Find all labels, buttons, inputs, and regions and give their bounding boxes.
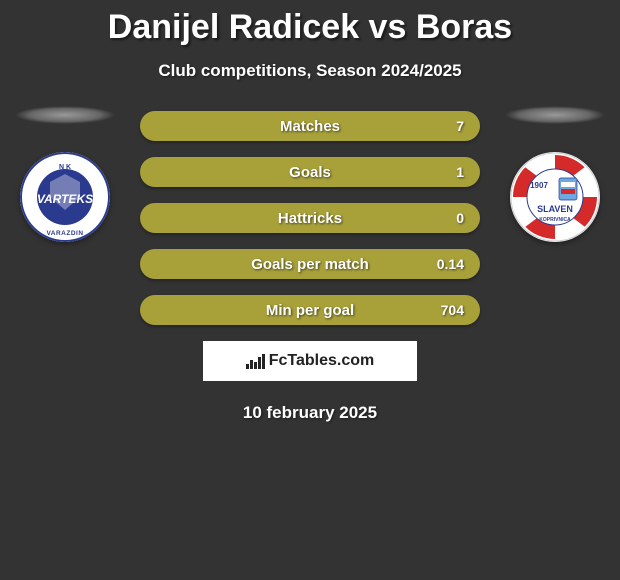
- stat-row: Hattricks 0: [140, 203, 480, 233]
- stat-row: Goals per match 0.14: [140, 249, 480, 279]
- stat-label: Min per goal: [266, 302, 354, 319]
- svg-text:VARTEKS: VARTEKS: [37, 192, 93, 206]
- stat-row: Min per goal 704: [140, 295, 480, 325]
- right-team-area: 1907 SLAVEN KOPRIVNICA: [500, 106, 610, 242]
- stats-list: Matches 7 Goals 1 Hattricks 0 Goals per …: [140, 111, 480, 325]
- left-team-area: N K VARTEKS VARAZDIN: [10, 106, 120, 242]
- date-label: 10 february 2025: [0, 403, 620, 423]
- svg-text:KOPRIVNICA: KOPRIVNICA: [539, 217, 571, 223]
- brand-label: FcTables.com: [269, 352, 375, 370]
- stat-value: 704: [441, 302, 464, 318]
- stat-row: Matches 7: [140, 111, 480, 141]
- oval-shadow-right: [505, 106, 605, 124]
- comparison-content: N K VARTEKS VARAZDIN: [0, 111, 620, 423]
- left-team-badge: N K VARTEKS VARAZDIN: [20, 152, 110, 242]
- subtitle: Club competitions, Season 2024/2025: [0, 61, 620, 81]
- svg-text:SLAVEN: SLAVEN: [537, 204, 573, 214]
- stat-label: Hattricks: [278, 210, 342, 227]
- stat-value: 7: [456, 118, 464, 134]
- stat-label: Goals: [289, 164, 331, 181]
- page-title: Danijel Radicek vs Boras: [0, 0, 620, 47]
- stat-label: Matches: [280, 118, 340, 135]
- right-team-badge: 1907 SLAVEN KOPRIVNICA: [510, 152, 600, 242]
- stat-value: 0: [456, 210, 464, 226]
- stat-value: 1: [456, 164, 464, 180]
- slaven-badge-icon: 1907 SLAVEN KOPRIVNICA: [510, 152, 600, 242]
- svg-text:1907: 1907: [530, 181, 548, 190]
- svg-text:VARAZDIN: VARAZDIN: [46, 230, 83, 237]
- stat-row: Goals 1: [140, 157, 480, 187]
- brand-box[interactable]: FcTables.com: [203, 341, 417, 381]
- varteks-badge-icon: N K VARTEKS VARAZDIN: [20, 152, 110, 242]
- stat-value: 0.14: [437, 256, 464, 272]
- stat-label: Goals per match: [251, 256, 369, 273]
- bar-chart-icon: [246, 353, 265, 369]
- svg-text:N K: N K: [59, 164, 71, 171]
- oval-shadow-left: [15, 106, 115, 124]
